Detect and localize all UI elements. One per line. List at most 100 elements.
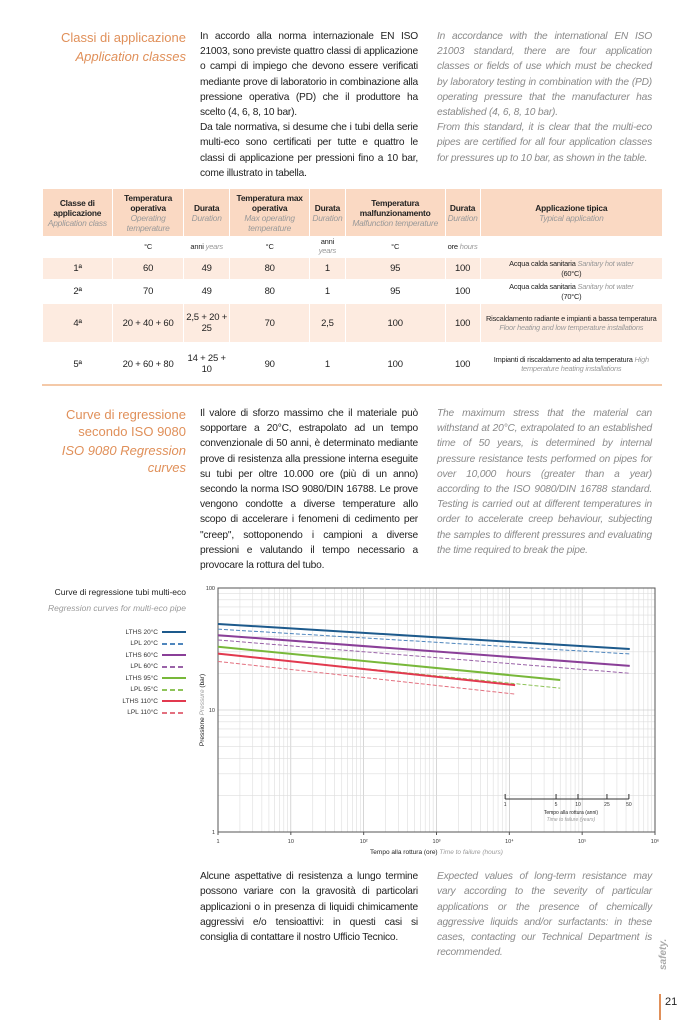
- series-line-lths-20-c: [217, 623, 630, 651]
- text-en-regression: The maximum stress that the material can…: [437, 408, 652, 556]
- x-tick-label: 1: [216, 839, 219, 845]
- chart-area: Curve di regressione tubi multi-eco Regr…: [40, 581, 688, 859]
- table-cell: 1: [309, 279, 346, 304]
- regression-chart: 1 10 10² 10³ 10⁴ 10⁵ 10⁶ 1 10 100 Tempo alla rottu…: [199, 586, 659, 856]
- header-it: Temperatura operativa: [124, 192, 173, 213]
- typical-application-cell: Acqua calda sanitaria Sanitary hot water…: [479, 256, 662, 281]
- years-tick-label: 5: [555, 802, 558, 808]
- table-cell: 2,5 + 20 + 25: [183, 302, 230, 344]
- table-row: 4ª 20 + 40 + 60 2,5 + 20 + 25 70 2,5 100 100 Ri…: [41, 302, 662, 344]
- section-subtitle-application-classes: Application classes: [75, 49, 186, 64]
- legend-label: LTHS 60°C: [125, 651, 158, 659]
- paragraph: From this standard, it is clear that the…: [437, 122, 652, 164]
- legend-item: LTHS 60°C: [40, 649, 186, 661]
- table-cell: 100: [444, 279, 481, 304]
- paragraph: In accordance with the international EN …: [437, 31, 652, 119]
- unit-cell: ore hours: [445, 236, 481, 258]
- application-classes-table: Classe di applicazione Application class T…: [41, 189, 662, 387]
- legend-label: LPL 110°C: [127, 709, 158, 717]
- table-cell: 2ª: [41, 279, 113, 304]
- x-tick-label: 10: [288, 839, 294, 845]
- series-line-lpl-110-c: [217, 661, 516, 695]
- series-line-lpl-20-c: [217, 628, 630, 655]
- years-tick-label: 1: [504, 802, 507, 808]
- table-cell: 100: [444, 302, 481, 344]
- legend-swatch: [162, 654, 186, 657]
- legend-label: LPL 95°C: [130, 686, 158, 694]
- page-accent-bar: [659, 994, 661, 1020]
- legend-item: LTHS 95°C: [40, 672, 186, 684]
- table-cell: 49: [183, 279, 230, 304]
- table-cell: 1: [309, 342, 346, 386]
- unit-cell: anni years: [183, 236, 230, 258]
- table-row: 5ª 20 + 60 + 80 14 + 25 + 10 90 1 100 100 Impia…: [41, 342, 662, 386]
- x-tick-label: 10⁵: [578, 838, 586, 845]
- table-cell: 95: [344, 256, 446, 281]
- years-tick-label: 50: [626, 802, 632, 808]
- table-cell: 1: [309, 256, 346, 281]
- table-cell: 5ª: [41, 342, 113, 386]
- years-tick-label: 10: [575, 802, 581, 808]
- paragraph: In accordo alla norma internazionale EN …: [200, 31, 418, 119]
- unit-cell: [480, 236, 662, 258]
- legend-label: LTHS 20°C: [125, 628, 158, 636]
- table-cell: 95: [344, 279, 446, 304]
- series-line-lths-110-c: [217, 652, 516, 687]
- x-tick-label: 10⁴: [505, 838, 514, 845]
- legend-item: LPL 110°C: [40, 707, 186, 719]
- section-regression-curves: Curve di regressione secondo ISO 9080 IS…: [40, 406, 688, 573]
- years-axis-label: Tempo alla rottura (anni): [544, 810, 599, 816]
- column-header: Temperatura malfunzionamento Malfunction …: [344, 189, 446, 237]
- table-cell: 60: [112, 256, 184, 281]
- table-header-row: Classe di applicazione Application class T…: [42, 189, 662, 237]
- legend-item: LTHS 20°C: [40, 626, 186, 638]
- legend-swatch: [162, 642, 186, 645]
- header-en: Malfunction temperature: [352, 217, 439, 228]
- legend-item: LTHS 110°C: [40, 695, 186, 707]
- column-header: Durata Duration: [183, 189, 230, 237]
- section-heading: Curve di regressione secondo ISO 9080 IS…: [40, 406, 186, 476]
- y-tick-label: 100: [206, 586, 215, 592]
- table-cell: 20 + 60 + 80: [112, 342, 184, 386]
- table-cell: 20 + 40 + 60: [112, 302, 184, 344]
- chart-title: Curve di regressione tubi multi-eco: [54, 587, 186, 598]
- text-it-long-term: Alcune aspettative di resistenza a lungo…: [200, 871, 418, 944]
- legend-label: LTHS 110°C: [122, 697, 158, 705]
- section-long-term: Alcune aspettative di resistenza a lungo…: [40, 869, 688, 960]
- column-header: Durata Duration: [309, 189, 346, 237]
- header-en: Application class: [47, 217, 107, 228]
- header-en: Max operating temperature: [244, 212, 295, 233]
- typical-application-cell: Impianti di riscaldamento ad alta temper…: [479, 342, 662, 386]
- column-header: Durata Duration: [444, 189, 481, 237]
- table-cell: 100: [444, 256, 481, 281]
- series-line-lpl-60-c: [217, 639, 630, 675]
- x-tick-label: 10³: [433, 839, 441, 845]
- typical-application-cell: Acqua calda sanitaria Sanitary hot water…: [479, 279, 662, 304]
- legend-label: LPL 20°C: [130, 640, 158, 648]
- x-axis-label: Tempo alla rottura (ore) Time to failure…: [370, 849, 503, 856]
- years-axis-label-en: Time to failure (years): [547, 817, 596, 823]
- header-en: Operating temperature: [126, 212, 170, 233]
- page-footer: safety. 21: [648, 930, 688, 1020]
- column-header: Applicazione tipica Typical application: [479, 189, 662, 237]
- units-row: °C anni years °C anni years °C ore hours: [42, 236, 662, 258]
- section-title-regression-curves: Curve di regressione secondo ISO 9080: [66, 407, 186, 440]
- header-en: Duration: [447, 212, 478, 223]
- table-cell: 1ª: [41, 256, 113, 281]
- table-cell: 4ª: [41, 302, 113, 344]
- header-it: Temperatura malfunzionamento: [359, 197, 431, 218]
- legend-swatch: [162, 631, 186, 634]
- text-it-application-classes: In accordo alla norma internazionale EN …: [200, 29, 418, 181]
- header-it: Durata: [314, 202, 341, 213]
- table-cell: 100: [444, 342, 481, 386]
- chart-subtitle: Regression curves for multi-eco pipe: [48, 603, 186, 614]
- unit-cell: °C: [229, 236, 310, 258]
- x-tick-label: 10²: [360, 839, 368, 845]
- section-heading: Classi di applicazione Application class…: [40, 29, 186, 65]
- column-header: Temperatura operativa Operating temperatu…: [112, 189, 184, 237]
- legend-item: LPL 95°C: [40, 684, 186, 696]
- header-it: Applicazione tipica: [535, 202, 608, 213]
- series-line-lths-60-c: [217, 634, 630, 668]
- unit-cell: °C: [345, 236, 446, 258]
- table-cell: 100: [344, 342, 446, 386]
